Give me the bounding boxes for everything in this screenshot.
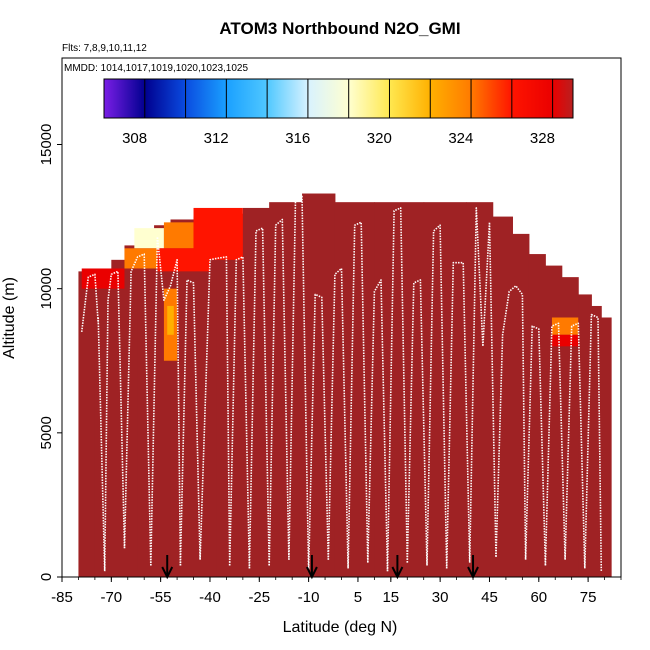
field-column bbox=[545, 265, 563, 577]
x-tick-label: -55 bbox=[150, 589, 172, 606]
field-column bbox=[374, 202, 425, 577]
x-tick-label: 5 bbox=[354, 589, 362, 606]
colorbar-tick-label: 320 bbox=[367, 130, 392, 147]
flight-track bbox=[524, 325, 547, 566]
x-tick-label: 45 bbox=[481, 589, 498, 606]
field-column bbox=[111, 259, 125, 577]
colorbar-band bbox=[104, 79, 146, 118]
colorbar-band bbox=[144, 79, 186, 118]
x-tick-label: -25 bbox=[248, 589, 270, 606]
x-tick-label: 75 bbox=[580, 589, 597, 606]
field-column bbox=[124, 245, 139, 577]
x-tick-label: 60 bbox=[530, 589, 547, 606]
field-column bbox=[512, 233, 530, 577]
flight-track bbox=[564, 322, 586, 569]
flights-label: Flts: 7,8,9,10,11,12 bbox=[62, 43, 147, 54]
flight-track bbox=[468, 207, 497, 563]
flight-track bbox=[367, 279, 389, 572]
colorbar-band bbox=[511, 79, 553, 118]
y-axis-title: Altitude (m) bbox=[1, 277, 18, 359]
field-patch bbox=[551, 317, 579, 335]
colorbar-tick-label: 324 bbox=[448, 130, 473, 147]
flight-track bbox=[495, 285, 527, 560]
flight-track bbox=[199, 256, 231, 566]
colorbar-tick-label: 312 bbox=[204, 130, 229, 147]
colorbar-band bbox=[226, 79, 268, 118]
field-patch bbox=[167, 305, 174, 335]
flight-track bbox=[97, 270, 126, 572]
flight-track bbox=[347, 221, 369, 569]
flight-track bbox=[544, 322, 566, 566]
x-axis-title: Latitude (deg N) bbox=[283, 619, 398, 636]
flight-track bbox=[426, 224, 448, 569]
flight-tracks bbox=[80, 195, 603, 572]
x-tick-label: -40 bbox=[199, 589, 221, 606]
field-column bbox=[137, 233, 155, 577]
y-tick-label: 10000 bbox=[38, 268, 55, 310]
y-tick-label: 5000 bbox=[38, 416, 55, 449]
field-column bbox=[216, 213, 244, 577]
field-column bbox=[601, 317, 612, 577]
x-tick-label: -85 bbox=[51, 589, 73, 606]
flight-track bbox=[584, 313, 603, 572]
flight-track bbox=[406, 279, 428, 566]
x-tick-label: 30 bbox=[432, 589, 449, 606]
flight-track bbox=[123, 253, 152, 566]
colorbar-band bbox=[389, 79, 431, 118]
flight-track bbox=[150, 236, 182, 566]
colorbar-band bbox=[267, 79, 309, 118]
field-patch bbox=[134, 228, 164, 249]
chart-title: ATOM3 Northbound N2O_GMI bbox=[219, 19, 460, 38]
x-tick-label: -70 bbox=[100, 589, 122, 606]
colorbar-frame bbox=[103, 78, 574, 119]
colorbar-band bbox=[185, 79, 227, 118]
colorbar-band bbox=[307, 79, 349, 118]
field-column bbox=[492, 216, 513, 577]
field-column bbox=[578, 294, 592, 577]
mmdd-label: MMDD: 1014,1017,1019,1020,1023,1025 bbox=[64, 63, 248, 74]
field-patch bbox=[163, 222, 194, 249]
field-column bbox=[591, 305, 602, 577]
field-patch bbox=[551, 334, 579, 347]
flight-track bbox=[268, 218, 290, 566]
field-column bbox=[466, 202, 494, 577]
flight-track bbox=[327, 267, 349, 569]
colorbar-tick-label: 316 bbox=[285, 130, 310, 147]
field-column bbox=[302, 193, 336, 577]
flight-track bbox=[248, 227, 270, 569]
n2o-field bbox=[78, 193, 612, 577]
colorbar-band bbox=[430, 79, 472, 118]
colorbar: 308 312 316 320 324 328 bbox=[103, 78, 574, 147]
field-column bbox=[528, 254, 546, 577]
field-column bbox=[334, 202, 375, 577]
y-tick-label: 15000 bbox=[38, 124, 55, 166]
flight-track bbox=[445, 261, 471, 569]
colorbar-band bbox=[471, 79, 513, 118]
colorbar-tick-label: 328 bbox=[530, 130, 555, 147]
y-axis: 0 5000 10000 15000 bbox=[38, 124, 62, 581]
colorbar-tick-label: 308 bbox=[122, 130, 147, 147]
flight-track bbox=[179, 279, 201, 566]
x-tick-label: -10 bbox=[298, 589, 320, 606]
field-column bbox=[78, 271, 96, 577]
x-axis: -85 -70 -55 -40 -25 -10 5 15 30 45 60 75 bbox=[51, 577, 622, 606]
flight-track bbox=[307, 293, 330, 572]
x-tick-label: 15 bbox=[382, 589, 399, 606]
field-patch bbox=[157, 248, 210, 272]
colorbar-band bbox=[348, 79, 390, 118]
field-patch bbox=[124, 248, 158, 269]
y-tick-label: 0 bbox=[38, 573, 55, 581]
colorbar-band bbox=[552, 79, 574, 118]
flight-track bbox=[80, 273, 99, 332]
